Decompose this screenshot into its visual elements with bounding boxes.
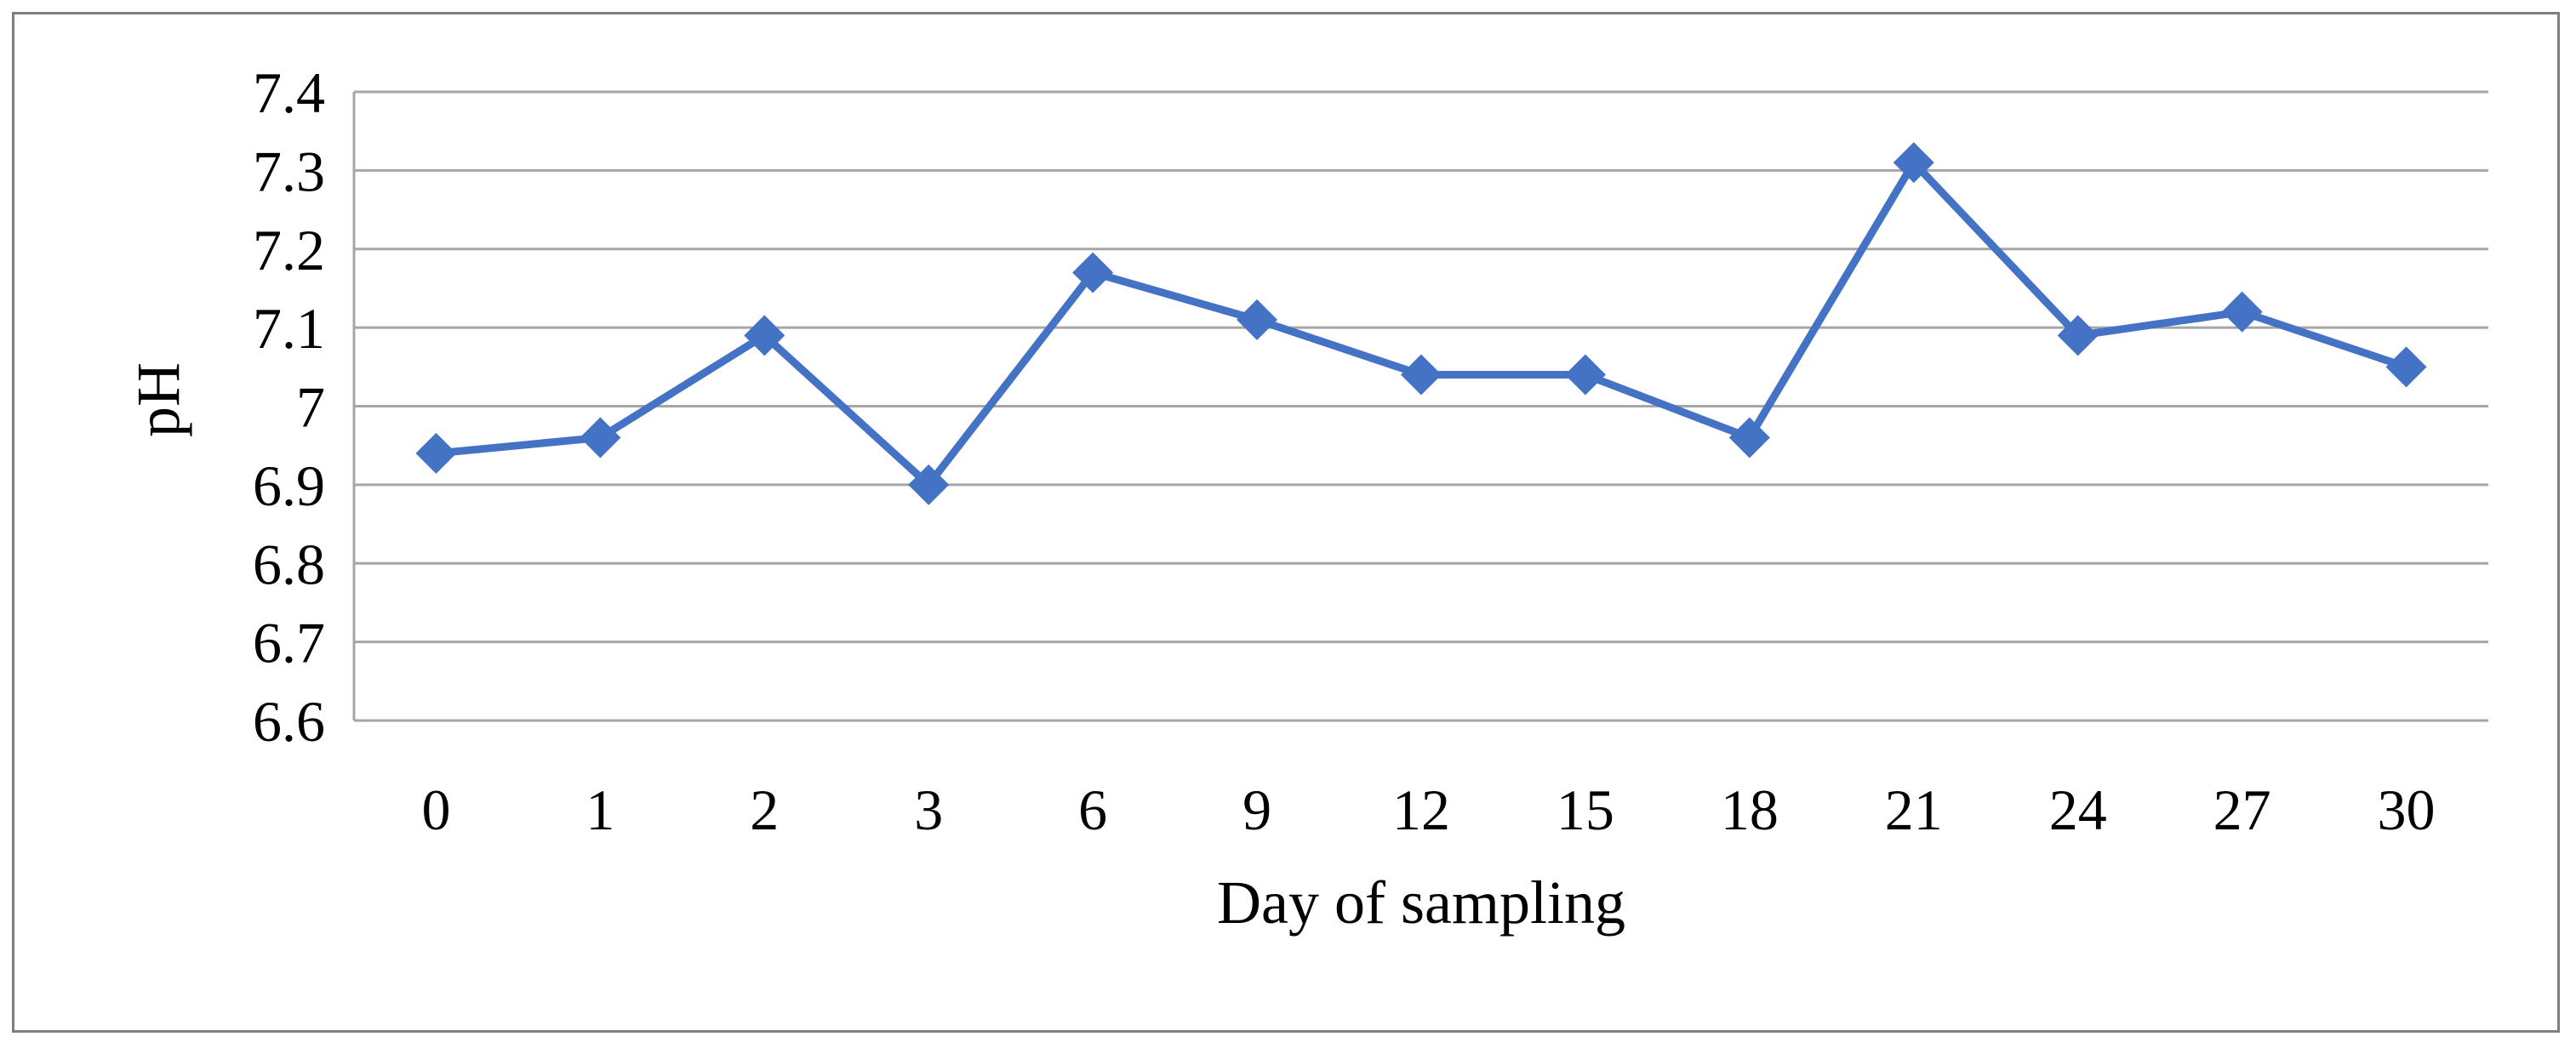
data-point-marker xyxy=(1401,354,1442,396)
x-tick-label: 24 xyxy=(2049,777,2107,842)
y-tick-label: 7.4 xyxy=(253,60,325,125)
x-tick-label: 30 xyxy=(2378,777,2436,842)
y-tick-label: 7.3 xyxy=(253,139,325,203)
y-tick-label: 6.9 xyxy=(253,453,325,518)
data-point-marker xyxy=(580,417,621,458)
data-point-marker xyxy=(2385,346,2427,388)
data-point-marker xyxy=(1072,252,1114,293)
x-tick-labels: 0 1 2 3 6 9 12 15 18 21 24 27 30 xyxy=(421,777,2435,842)
data-point-marker xyxy=(908,464,950,505)
chart-frame xyxy=(12,12,2560,1033)
y-tick-label: 7.1 xyxy=(253,296,325,361)
data-point-marker xyxy=(1564,354,1606,396)
data-point-marker xyxy=(415,432,457,474)
x-tick-label: 12 xyxy=(1392,777,1450,842)
y-tick-label: 6.7 xyxy=(253,611,325,675)
x-tick-label: 18 xyxy=(1721,777,1779,842)
data-point-marker xyxy=(1237,299,1278,340)
y-tick-label: 6.8 xyxy=(253,532,325,596)
data-point-marker xyxy=(1728,417,1770,458)
y-tick-label: 6.6 xyxy=(253,689,325,754)
x-tick-label: 2 xyxy=(750,777,779,842)
x-tick-label: 27 xyxy=(2213,777,2271,842)
x-tick-label: 9 xyxy=(1242,777,1271,842)
y-axis-title: pH xyxy=(124,362,192,437)
y-tick-label: 7 xyxy=(296,375,325,440)
y-tick-label: 7.2 xyxy=(253,218,325,282)
x-tick-label: 21 xyxy=(1885,777,1943,842)
y-tick-labels: 6.6 6.7 6.8 6.9 7 7.1 7.2 7.3 7.4 xyxy=(253,60,325,754)
x-tick-label: 3 xyxy=(914,777,943,842)
data-point-marker xyxy=(2057,315,2099,356)
data-point-marker xyxy=(1893,142,1934,184)
gridlines xyxy=(352,90,2488,722)
x-tick-label: 0 xyxy=(421,777,450,842)
x-tick-label: 15 xyxy=(1556,777,1614,842)
series-layer xyxy=(415,142,2427,505)
data-point-marker xyxy=(2221,291,2263,333)
data-point-marker xyxy=(744,315,785,356)
series-line xyxy=(436,158,2408,489)
x-axis-title: Day of sampling xyxy=(1217,869,1625,937)
x-tick-label: 1 xyxy=(585,777,614,842)
x-tick-label: 6 xyxy=(1078,777,1107,842)
